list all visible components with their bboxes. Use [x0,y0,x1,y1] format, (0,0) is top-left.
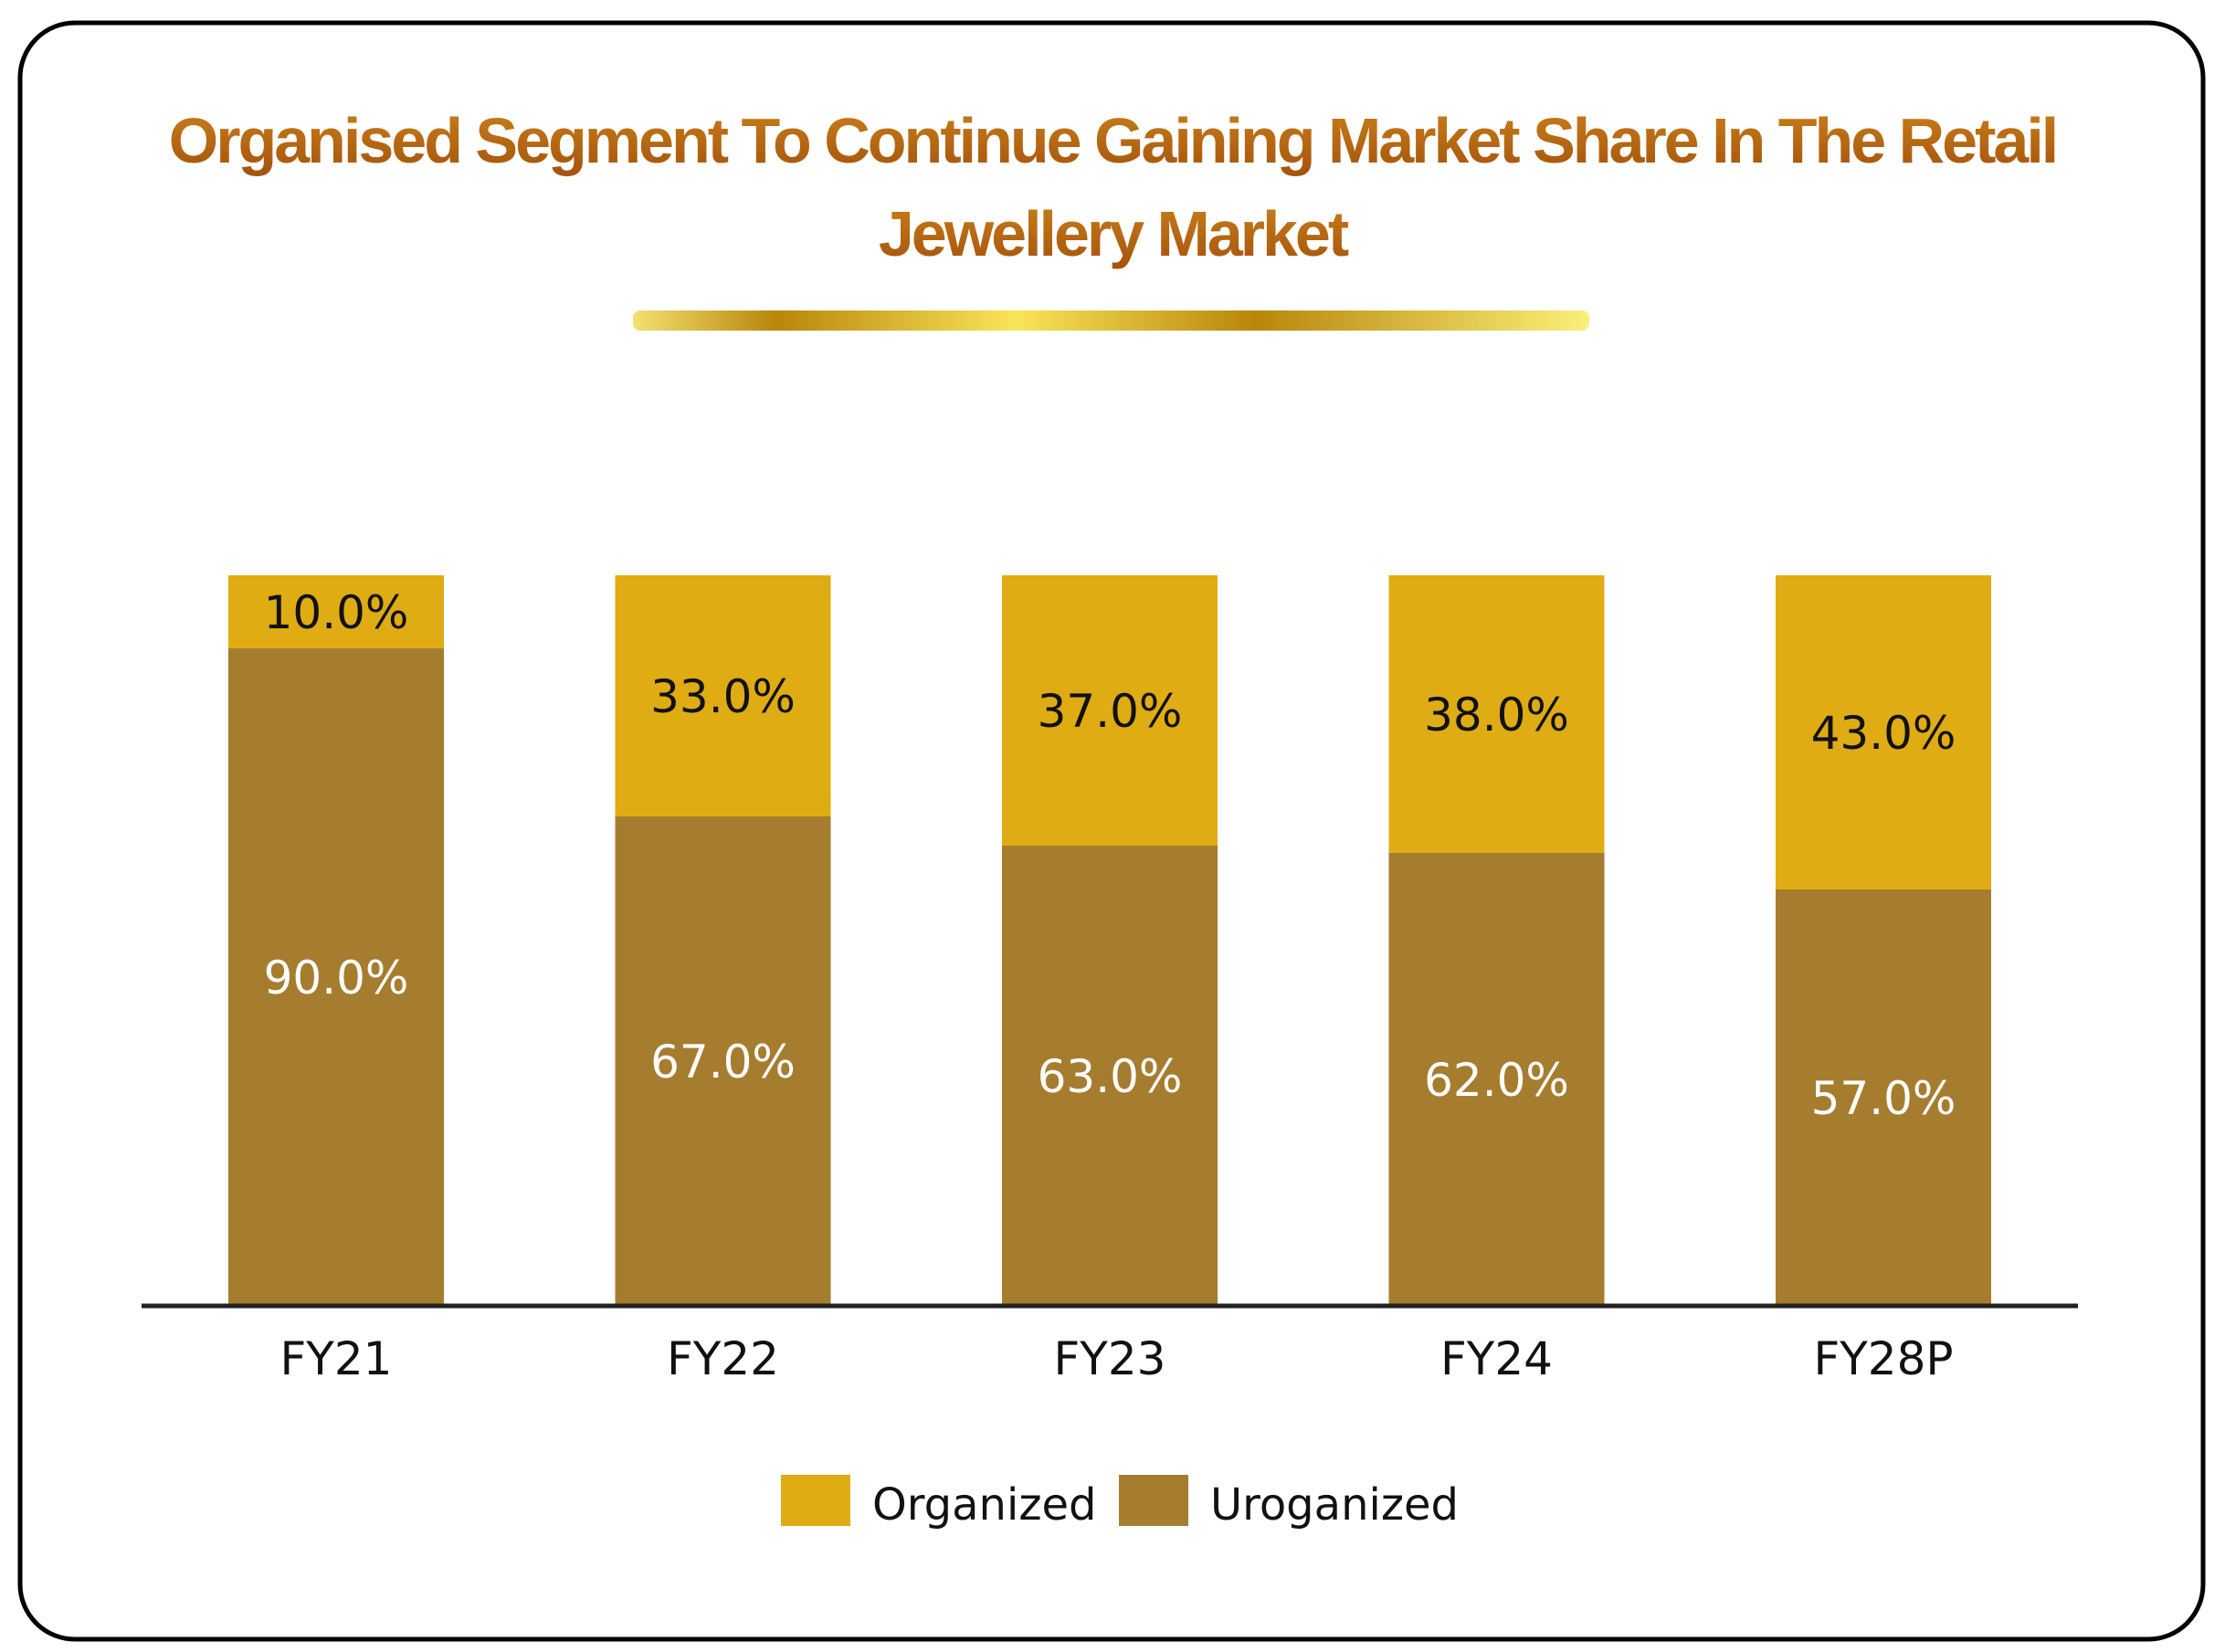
title-underline [633,310,1589,331]
x-tick-label: FY21 [280,1332,393,1385]
bar-organized-fy24 [1388,575,1605,853]
chart-title-line-1: Organised Segment To Continue Gaining Ma… [169,105,2057,176]
x-tick-label: FY28P [1813,1332,1953,1385]
legend-label-organized: Organized [872,1479,1097,1531]
bar-organized-fy22 [615,575,831,816]
data-label: 57.0% [1811,1072,1956,1125]
bar-uroganized-fy21 [228,648,444,1306]
bar-organized-fy23 [1002,575,1218,846]
x-tick-label: FY24 [1440,1332,1553,1385]
bar-organized-fy21 [228,575,444,648]
data-label: 10.0% [264,586,409,639]
legend-swatch-organized [781,1475,850,1526]
data-label: 43.0% [1811,707,1956,760]
data-label: 90.0% [264,952,409,1005]
bar-uroganized-fy28p [1776,889,1991,1306]
x-tick-label: FY23 [1054,1332,1166,1385]
data-label: 33.0% [650,670,796,723]
bar-uroganized-fy23 [1002,846,1218,1306]
x-tick-label: FY22 [667,1332,779,1385]
chart-title-line-2: Jewellery Market [879,198,1349,269]
data-label: 63.0% [1038,1050,1183,1103]
data-label: 37.0% [1038,685,1183,738]
legend-swatch-uroganized [1119,1475,1188,1526]
bar-uroganized-fy24 [1388,853,1605,1306]
data-label: 67.0% [650,1036,796,1089]
bar-organized-fy28p [1776,575,1991,889]
bar-uroganized-fy22 [615,816,831,1306]
legend-label-uroganized: Uroganized [1210,1479,1459,1531]
data-label: 62.0% [1424,1054,1569,1107]
data-label: 38.0% [1424,689,1569,742]
